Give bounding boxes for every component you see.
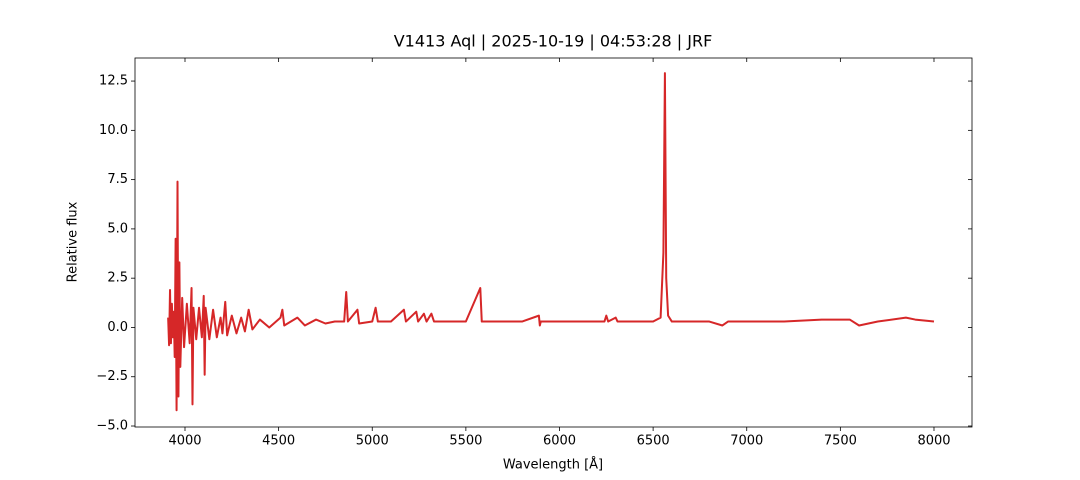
y-tick-label: 5.0 — [107, 221, 128, 236]
plot-area — [167, 72, 935, 412]
x-tick-label: 5000 — [356, 434, 389, 449]
x-tick-label: 5500 — [449, 434, 482, 449]
y-tick-label: 12.5 — [99, 74, 128, 89]
chart-title: V1413 Aql | 2025-10-19 | 04:53:28 | JRF — [394, 32, 713, 51]
axes-frame — [134, 57, 973, 428]
spectrum-line — [167, 72, 935, 412]
x-tick-label: 6500 — [637, 434, 670, 449]
x-axis-label: Wavelength [Å] — [503, 457, 603, 473]
y-axis-label: Relative flux — [66, 201, 81, 282]
y-tick-label: −2.5 — [96, 369, 128, 384]
y-tick-label: −5.0 — [96, 419, 128, 434]
y-tick-label: 2.5 — [107, 271, 128, 286]
y-tick-label: 0.0 — [107, 320, 128, 335]
x-tick-label: 7500 — [824, 434, 857, 449]
x-tick-label: 6000 — [543, 434, 576, 449]
x-tick-label: 4500 — [262, 434, 295, 449]
y-tick-label: 7.5 — [107, 172, 128, 187]
x-tick-label: 7000 — [730, 434, 763, 449]
x-tick-label: 8000 — [917, 434, 950, 449]
y-tick-label: 10.0 — [99, 123, 128, 138]
x-tick-label: 4000 — [168, 434, 201, 449]
